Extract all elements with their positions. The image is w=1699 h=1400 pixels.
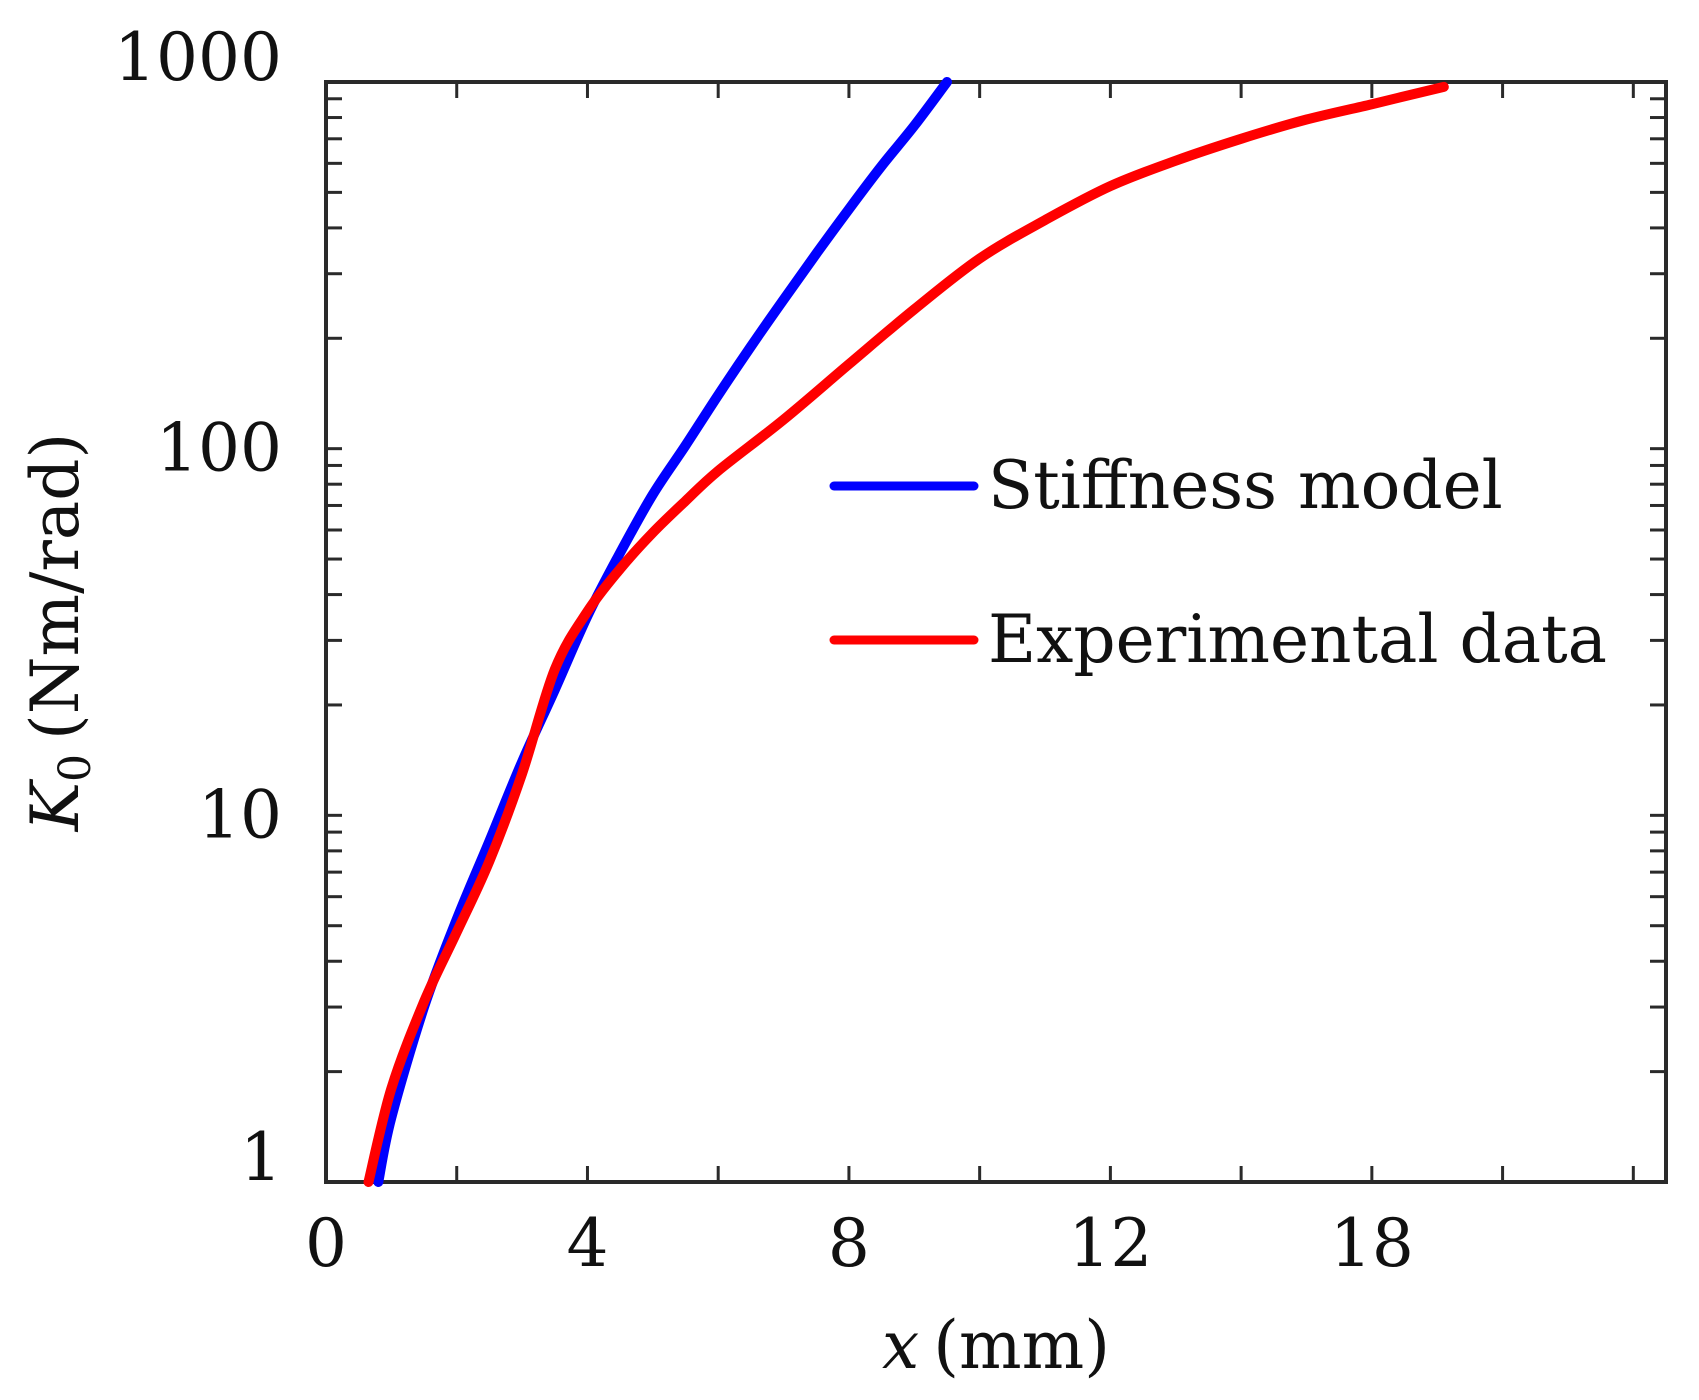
legend-label-experimental-data: Experimental data (988, 601, 1607, 678)
series-line-experimental-data (363, 81, 1449, 1187)
y-axis-title: K0(Nm/rad) (17, 433, 101, 833)
y-tick-label: 1000 (114, 19, 282, 96)
y-tick-label: 100 (156, 410, 282, 487)
y-tick-label: 10 (198, 776, 282, 853)
y-tick-labels: 1 10 100 1000 (114, 19, 282, 1196)
x-tick-label: 8 (828, 1205, 870, 1282)
x-tick-labels: 0 4 8 12 18 (305, 1205, 1414, 1282)
series-layer (363, 77, 1449, 1187)
x-tick-label: 12 (1068, 1205, 1152, 1282)
series-line-stiffness-model (373, 77, 952, 1187)
x-tick-label: 4 (566, 1205, 608, 1282)
tick-marks (326, 82, 1666, 1182)
y-tick-label: 1 (240, 1119, 282, 1196)
x-tick-label: 0 (305, 1205, 347, 1282)
legend: Stiffness model Experimental data (829, 447, 1607, 678)
axes-frame (324, 80, 1668, 1184)
x-tick-label: 18 (1330, 1205, 1414, 1282)
legend-label-stiffness-model: Stiffness model (988, 447, 1503, 524)
plot-area (324, 77, 1668, 1187)
x-axis-title: x (mm) (882, 1307, 1110, 1384)
